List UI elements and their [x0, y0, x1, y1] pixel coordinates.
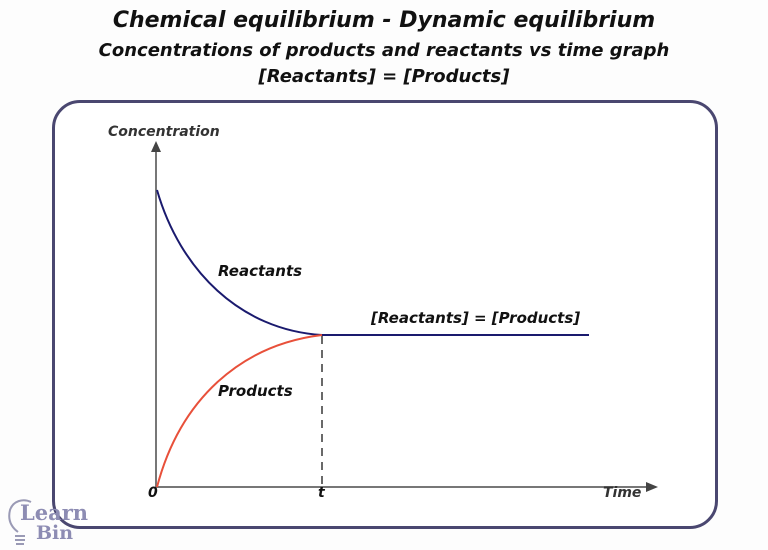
diagram-panel — [52, 100, 718, 529]
products-label: Products — [218, 382, 293, 400]
logo-line2: Bin — [36, 522, 74, 544]
reactants-curve — [156, 189, 589, 336]
y-axis-arrow-icon — [151, 141, 161, 152]
equilibrium-label: [Reactants] = [Products] — [371, 309, 581, 327]
x-axis-arrow-icon — [646, 482, 658, 492]
products-curve — [156, 334, 323, 488]
diagram-title: Chemical equilibrium - Dynamic equilibri… — [112, 8, 656, 33]
reactants-label: Reactants — [218, 262, 303, 280]
diagram-subtitle: Concentrations of products and reactants… — [98, 40, 670, 61]
learnbin-logo: Learn Bin — [6, 494, 96, 550]
lightbulb-icon — [8, 499, 32, 545]
x-axis-label: Time — [603, 485, 642, 501]
y-axis-label: Concentration — [108, 124, 220, 140]
diagram-equation: [Reactants] = [Products] — [258, 66, 510, 87]
logo-line1: Learn — [20, 500, 89, 525]
t-label: t — [318, 485, 325, 501]
origin-label: 0 — [148, 485, 158, 501]
